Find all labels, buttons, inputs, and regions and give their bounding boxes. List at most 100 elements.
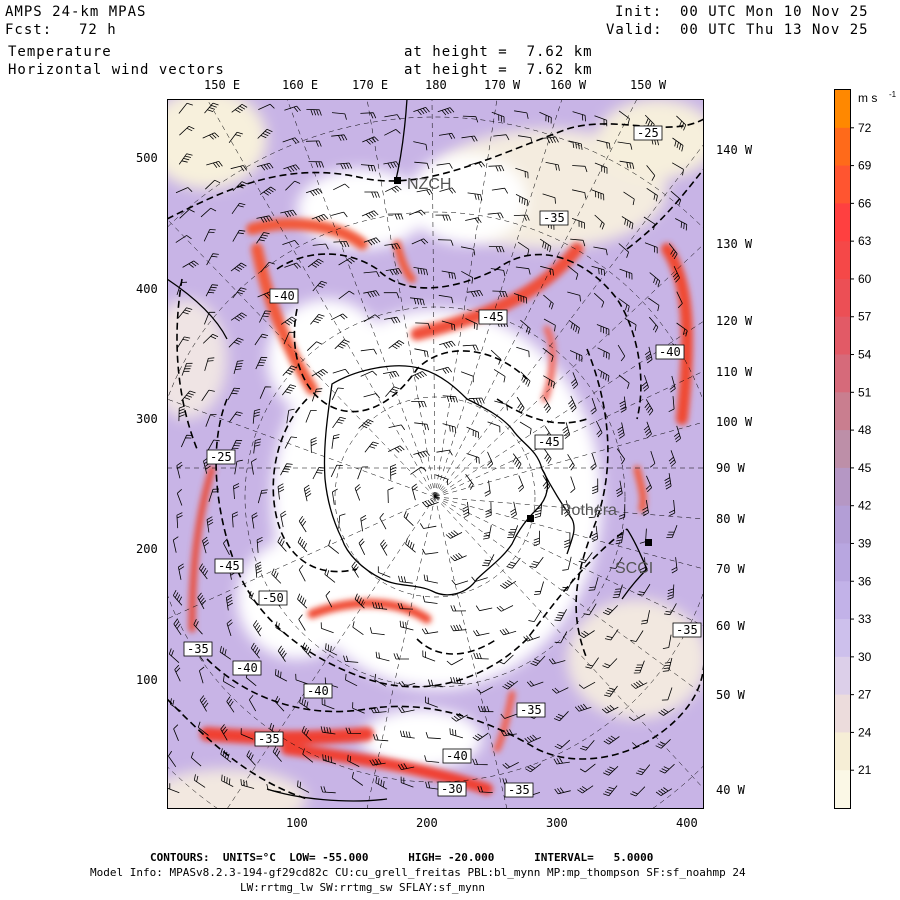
wind-barb	[221, 774, 234, 787]
wind-barb	[664, 603, 677, 616]
wind-barb	[643, 216, 656, 230]
colorbar-cell	[835, 203, 850, 242]
contour-label: -35	[258, 732, 280, 746]
wind-barb	[623, 191, 635, 206]
wind-barb	[493, 134, 510, 141]
wind-barb	[477, 705, 494, 713]
wind-barb	[646, 165, 656, 181]
wind-barb	[251, 458, 257, 475]
contour-label: -35	[508, 783, 530, 797]
wind-barb	[603, 766, 619, 776]
field-wind: Horizontal wind vectors	[8, 62, 225, 78]
wind-barb	[414, 348, 429, 358]
wind-barb	[351, 772, 364, 786]
wind-barb	[676, 322, 688, 337]
wind-barb	[372, 601, 388, 610]
wind-barb	[284, 262, 301, 269]
wind-barb	[176, 512, 183, 529]
wind-barb	[635, 764, 651, 776]
wind-barb	[442, 395, 458, 403]
colorbar-label: 60	[858, 272, 872, 286]
wind-barb	[286, 408, 295, 424]
wind-barb	[321, 698, 335, 710]
wind-barb	[220, 748, 232, 763]
contour-label: -40	[446, 749, 468, 763]
colorbar-cell	[835, 241, 850, 280]
colorbar-label: 66	[858, 196, 872, 210]
colorbar-label: 24	[858, 725, 872, 739]
wind-barb	[659, 763, 675, 774]
wind-barb	[617, 344, 626, 362]
colorbar-cell	[835, 619, 850, 658]
wind-barb	[450, 624, 467, 632]
wind-barb	[462, 115, 479, 123]
wind-barb	[488, 165, 505, 172]
wind-barb	[330, 464, 343, 478]
wind-barb	[375, 651, 390, 662]
wind-barb	[200, 207, 217, 218]
colorbar-label: 51	[858, 385, 872, 399]
wind-barb	[297, 593, 308, 609]
wind-barb	[612, 584, 623, 598]
wind-barb	[669, 375, 676, 393]
wind-barb	[673, 425, 681, 443]
wind-barb	[178, 153, 193, 165]
wind-barb	[450, 552, 467, 562]
station-label-scci: SCCI	[615, 560, 653, 577]
wind-barb	[639, 557, 646, 574]
wind-barb	[332, 416, 346, 429]
wind-barb	[540, 265, 554, 276]
contour-label: -25	[210, 450, 232, 464]
wind-barb	[468, 161, 486, 168]
wind-barb	[256, 536, 263, 553]
wind-barb	[425, 696, 438, 708]
wind-barb	[301, 642, 312, 658]
wind-barb	[204, 357, 215, 371]
wind-barb	[672, 266, 680, 283]
wind-barb	[176, 489, 183, 506]
wind-barb	[280, 463, 293, 476]
colorbar-cell	[835, 467, 850, 507]
wind-barb	[232, 181, 248, 192]
map-plot: NZCH Rothera SCCI -25 -35 -40 -45 -40 -4…	[167, 99, 704, 809]
wind-barb	[482, 554, 495, 567]
wind-barb	[332, 488, 338, 505]
wind-barb	[580, 740, 595, 751]
contour-label: -40	[236, 661, 258, 675]
station-marker-scci	[645, 539, 652, 546]
wind-barb	[640, 610, 650, 625]
colorbar-cell	[835, 392, 850, 431]
wind-barb	[228, 131, 243, 143]
wind-barb	[260, 261, 275, 273]
wind-barb	[254, 333, 269, 346]
wind-barb	[519, 421, 532, 435]
wind-barb	[251, 512, 258, 529]
wind-barb	[169, 698, 182, 712]
wind-barb	[595, 420, 603, 438]
field-temperature: Temperature	[8, 44, 112, 60]
wind-barb	[441, 270, 456, 280]
wind-barb	[197, 721, 209, 736]
wind-barb	[473, 629, 490, 637]
wind-barb	[199, 563, 209, 580]
colorbar-cell	[835, 316, 850, 356]
wind-barb	[181, 362, 193, 376]
wind-barb	[334, 339, 350, 350]
wind-barb	[320, 622, 334, 634]
height-label-1: at height = 7.62 km	[404, 44, 593, 60]
wind-barb	[588, 504, 599, 519]
wind-barb	[465, 473, 474, 490]
wind-barb	[332, 368, 350, 375]
wind-barb	[385, 185, 402, 193]
wind-barb	[423, 574, 438, 584]
wind-barb	[445, 530, 463, 539]
wind-barb	[648, 297, 660, 312]
wind-barb	[282, 137, 300, 144]
init-value: 00 UTC Mon 10 Nov 25	[680, 4, 869, 20]
wind-barb	[643, 421, 652, 439]
contour-label: -45	[538, 435, 560, 449]
wind-barb	[548, 658, 566, 665]
wind-barb	[644, 346, 653, 364]
wind-barb	[419, 523, 437, 529]
wind-barb	[387, 213, 404, 220]
